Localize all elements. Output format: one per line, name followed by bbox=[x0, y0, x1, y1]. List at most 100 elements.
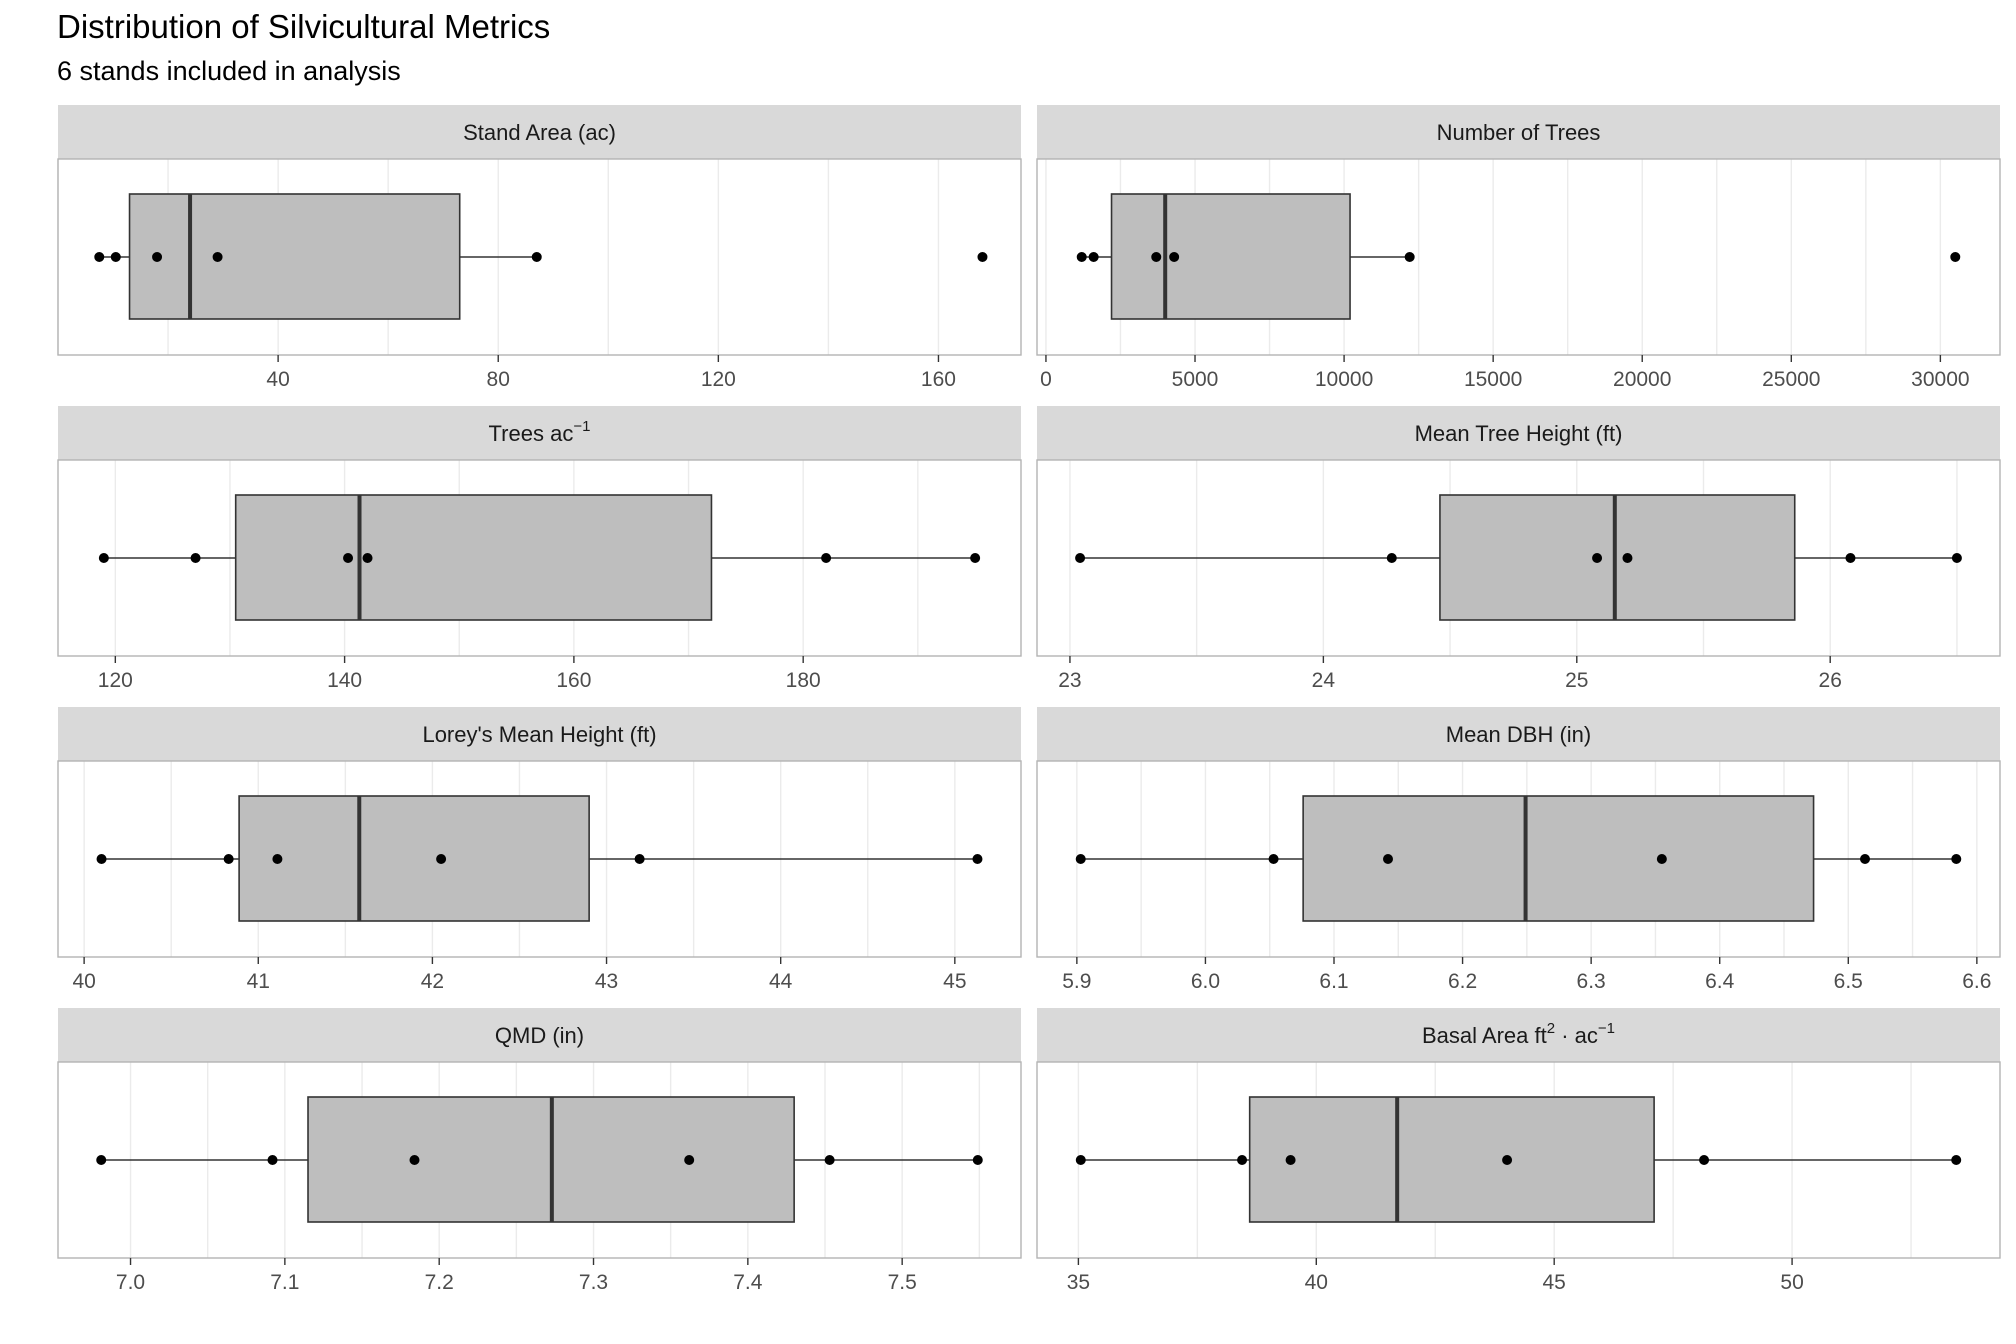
data-point bbox=[343, 553, 354, 563]
facet-panel-4: Mean Tree Height (ft) 23 24 25 26 bbox=[1036, 406, 2001, 692]
data-point bbox=[110, 252, 121, 262]
tick-label: 26 bbox=[1819, 669, 1842, 692]
data-point bbox=[970, 553, 981, 563]
tick-label: 5.9 bbox=[1062, 970, 1091, 993]
tick-label: 6.4 bbox=[1705, 970, 1735, 993]
iqr-box bbox=[1248, 1096, 1655, 1223]
data-point bbox=[1075, 1155, 1086, 1165]
facet-strip-label: Trees ac−1 bbox=[489, 418, 591, 446]
facet-panel-1: Stand Area (ac) 40 80 120 160 bbox=[57, 105, 1022, 391]
tick-label: 10000 bbox=[1315, 368, 1373, 391]
tick-label: 45 bbox=[1543, 1271, 1566, 1294]
iqr-box bbox=[238, 795, 590, 922]
facet-strip-label: Stand Area (ac) bbox=[463, 120, 616, 145]
tick-label: 23 bbox=[1058, 669, 1081, 692]
data-point bbox=[409, 1155, 420, 1165]
tick-label: 45 bbox=[943, 970, 966, 993]
tick-label: 40 bbox=[1305, 1271, 1328, 1294]
data-point bbox=[1656, 854, 1667, 864]
facet-panel-7: QMD (in) 7.0 7.1 7.2 7.3 7.4 7.5 bbox=[57, 1008, 1022, 1294]
facet-strip bbox=[58, 707, 1021, 761]
chart-subtitle: 6 stands included in analysis bbox=[57, 56, 401, 86]
tick-label: 44 bbox=[769, 970, 793, 993]
chart-title: Distribution of Silvicultural Metrics bbox=[57, 8, 551, 45]
iqr-box bbox=[1110, 193, 1351, 320]
data-point bbox=[96, 854, 107, 864]
data-point bbox=[1699, 1155, 1710, 1165]
facet-strip-label: Lorey's Mean Height (ft) bbox=[422, 722, 656, 747]
tick-label: 35 bbox=[1067, 1271, 1090, 1294]
facet-strip bbox=[58, 406, 1021, 460]
facet-strip-label: Number of Trees bbox=[1437, 120, 1601, 145]
tick-label: 43 bbox=[595, 970, 618, 993]
panel-border bbox=[57, 760, 1022, 958]
facet-panel-6: Mean DBH (in) 5.9 6.0 6.1 6.2 6.3 6.4 6.5 6.6 bbox=[1036, 707, 2001, 993]
data-point bbox=[1075, 854, 1086, 864]
facet-strip bbox=[1037, 406, 2000, 460]
data-point bbox=[1950, 252, 1961, 262]
facet-panel-2: Number of Trees 0 5000 10000 15000 20000 25000… bbox=[1036, 105, 2001, 391]
data-point bbox=[972, 1155, 983, 1165]
data-point bbox=[1860, 854, 1870, 864]
data-point bbox=[824, 1155, 835, 1165]
panel-border bbox=[57, 459, 1022, 657]
tick-label: 160 bbox=[921, 368, 956, 391]
tick-label: 80 bbox=[487, 368, 510, 391]
facet-strip bbox=[1037, 707, 2000, 761]
data-point bbox=[98, 553, 109, 563]
data-point bbox=[1088, 252, 1099, 262]
tick-label: 25 bbox=[1565, 669, 1588, 692]
panel-border bbox=[57, 158, 1022, 356]
tick-label: 24 bbox=[1312, 669, 1336, 692]
tick-label: 41 bbox=[247, 970, 270, 993]
data-point bbox=[152, 252, 163, 262]
tick-label: 6.5 bbox=[1834, 970, 1863, 993]
data-point bbox=[1502, 1155, 1513, 1165]
tick-label: 30000 bbox=[1911, 368, 1969, 391]
tick-label: 25000 bbox=[1762, 368, 1820, 391]
tick-label: 20000 bbox=[1613, 368, 1671, 391]
data-point bbox=[272, 854, 283, 864]
tick-label: 7.4 bbox=[733, 1271, 763, 1294]
data-point bbox=[1951, 1155, 1962, 1165]
data-point bbox=[634, 854, 645, 864]
facet-panel-8: Basal Area ft2 · ac−1 35 40 45 50 bbox=[1036, 1008, 2001, 1294]
iqr-box bbox=[234, 494, 713, 621]
data-point bbox=[362, 553, 373, 563]
tick-label: 40 bbox=[266, 368, 289, 391]
tick-label: 120 bbox=[98, 669, 133, 692]
tick-label: 15000 bbox=[1464, 368, 1522, 391]
tick-label: 120 bbox=[701, 368, 736, 391]
tick-label: 160 bbox=[556, 669, 591, 692]
facet-strip bbox=[1037, 1008, 2000, 1062]
iqr-box bbox=[128, 193, 461, 320]
panel-border bbox=[1036, 1061, 2001, 1259]
panel-border bbox=[1036, 158, 2001, 356]
data-point bbox=[1237, 1155, 1248, 1165]
tick-label: 7.2 bbox=[425, 1271, 454, 1294]
data-point bbox=[1151, 252, 1162, 262]
data-point bbox=[1268, 854, 1279, 864]
tick-label: 50 bbox=[1780, 1271, 1803, 1294]
iqr-box bbox=[1302, 795, 1815, 922]
tick-label: 6.1 bbox=[1319, 970, 1348, 993]
facet-panel-5: Lorey's Mean Height (ft) 40 41 42 43 44 45 bbox=[57, 707, 1022, 993]
data-point bbox=[94, 252, 105, 262]
tick-label: 6.6 bbox=[1962, 970, 1991, 993]
tick-label: 6.3 bbox=[1577, 970, 1606, 993]
data-point bbox=[1075, 553, 1086, 563]
tick-label: 180 bbox=[786, 669, 821, 692]
data-point bbox=[972, 854, 983, 864]
data-point bbox=[977, 252, 988, 262]
panel-border bbox=[1036, 459, 2001, 657]
data-point bbox=[96, 1155, 107, 1165]
data-point bbox=[190, 553, 201, 563]
data-point bbox=[1076, 252, 1087, 262]
facet-strip-label: QMD (in) bbox=[495, 1023, 584, 1048]
data-point bbox=[1285, 1155, 1296, 1165]
data-point bbox=[436, 854, 447, 864]
facet-strip-label: Mean Tree Height (ft) bbox=[1415, 421, 1623, 446]
data-point bbox=[1383, 854, 1393, 864]
data-point bbox=[1845, 553, 1856, 563]
